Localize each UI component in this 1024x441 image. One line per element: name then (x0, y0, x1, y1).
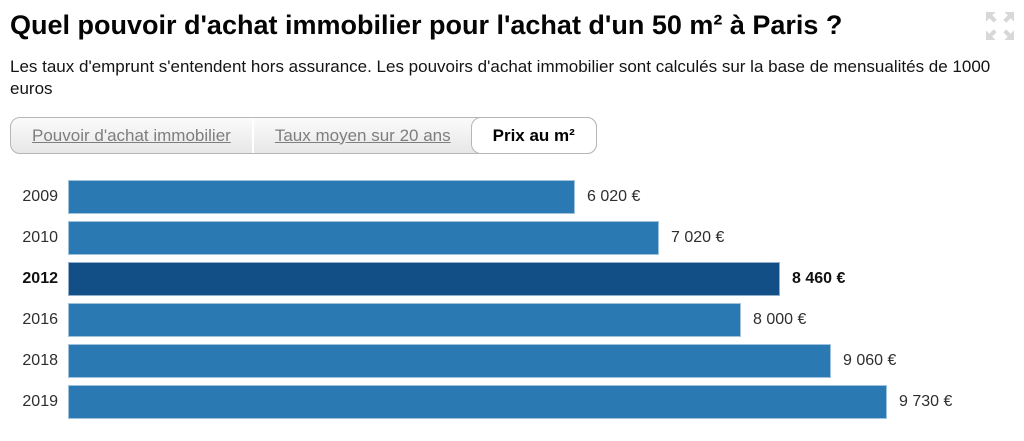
bar-row-2019: 2019 9 730 € (10, 385, 1014, 420)
bar-2012[interactable] (68, 262, 780, 297)
expand-arrows-icon (986, 12, 1014, 40)
bar-chart: 2009 6 020 € 2010 7 020 € 2012 8 460 € 2016 8 0… (10, 180, 1014, 420)
year-label: 2018 (22, 352, 58, 370)
bar-row-2010: 2010 7 020 € (10, 221, 1014, 256)
tab-2[interactable]: Taux moyen sur 20 ans (251, 118, 472, 154)
bar-2009[interactable] (68, 180, 575, 215)
year-label: 2009 (22, 188, 58, 206)
tab-3[interactable]: Prix au m² (470, 117, 597, 155)
year-label: 2019 (22, 393, 58, 411)
bar-row-2016: 2016 8 000 € (10, 303, 1014, 338)
bar-row-2009: 2009 6 020 € (10, 180, 1014, 215)
tab-label: Pouvoir d'achat immobilier (32, 125, 231, 145)
year-label: 2010 (22, 229, 58, 247)
tab-bar: Pouvoir d'achat immobilier Taux moyen sur… (10, 117, 597, 155)
page-title: Quel pouvoir d'achat immobilier pour l'a… (10, 10, 843, 40)
bar-2016[interactable] (68, 303, 741, 338)
value-label: 7 020 € (671, 229, 725, 247)
bar-row-2012: 2012 8 460 € (10, 262, 1014, 297)
value-label: 8 000 € (753, 311, 807, 329)
expand-fullscreen-button[interactable] (982, 9, 1018, 45)
year-label: 2012 (22, 270, 58, 288)
chart-subtitle: Les taux d'emprunt s'entendent hors assu… (10, 57, 991, 99)
bar-2019[interactable] (68, 385, 887, 420)
tab-label: Taux moyen sur 20 ans (274, 125, 451, 145)
bar-2018[interactable] (68, 344, 831, 379)
tab-1[interactable]: Pouvoir d'achat immobilier (11, 118, 252, 153)
value-label: 9 730 € (899, 393, 953, 411)
tab-label: Prix au m² (492, 125, 575, 145)
bar-2010[interactable] (68, 221, 659, 256)
value-label: 9 060 € (843, 352, 897, 370)
value-label: 6 020 € (587, 188, 641, 206)
year-label: 2016 (22, 311, 58, 329)
value-label: 8 460 € (792, 270, 846, 288)
bar-row-2018: 2018 9 060 € (10, 344, 1014, 379)
